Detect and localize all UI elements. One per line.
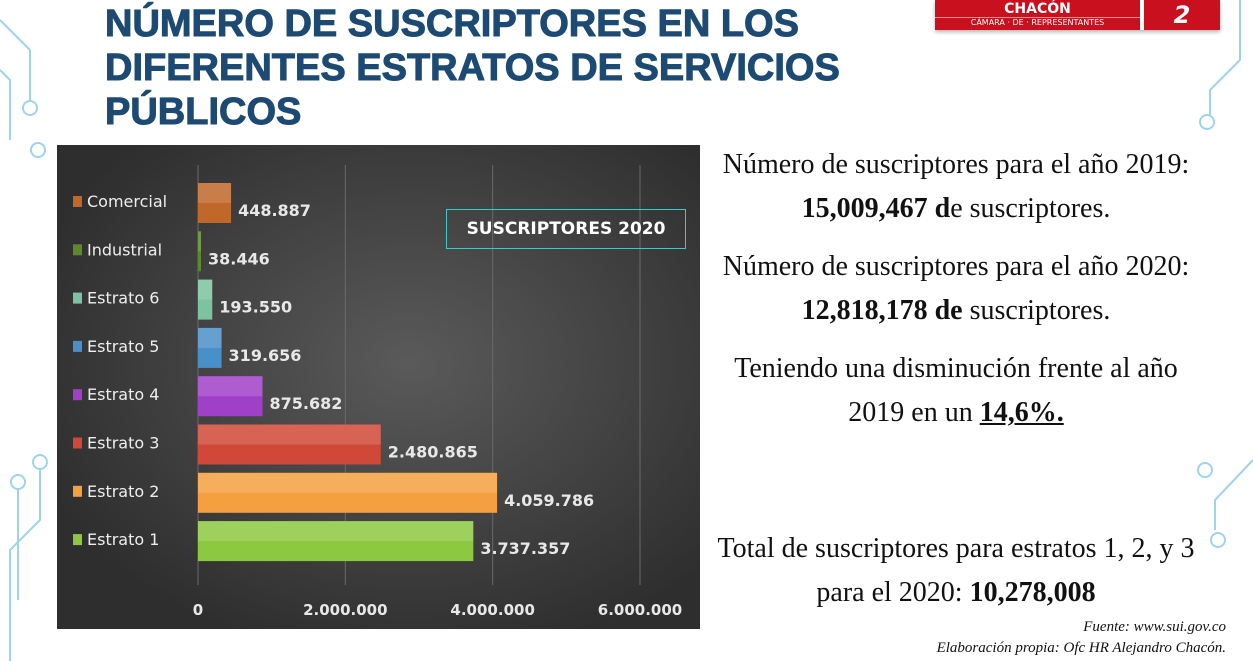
bar-highlight [198, 521, 474, 542]
category-label: Estrato 3 [87, 434, 159, 453]
category-label: Estrato 5 [87, 337, 159, 356]
legend-swatch [73, 244, 82, 256]
bar-highlight [198, 327, 222, 348]
x-tick-label: 0 [193, 601, 203, 619]
category-label: Estrato 6 [87, 289, 159, 308]
source-text: Fuente: www.sui.gov.co [1083, 619, 1226, 635]
x-tick-label: 2.000.000 [303, 601, 387, 619]
data-label: 4.059.786 [504, 491, 594, 510]
text-2020: Número de suscriptores para el año 2020:… [722, 251, 1190, 326]
legend-swatch [73, 292, 82, 304]
bar [198, 424, 381, 465]
logo-subtitle: CÁMARA · DE · REPRESENTANTES [935, 17, 1140, 28]
category-label: Industrial [87, 240, 162, 259]
logo-number: 2 [1144, 0, 1220, 30]
bar-highlight [198, 472, 498, 493]
data-label: 193.550 [219, 298, 292, 317]
data-label: 448.887 [238, 201, 311, 220]
bar [198, 376, 263, 417]
text-decrease: Teniendo una disminución frente al año 2… [734, 353, 1178, 428]
category-label: Estrato 4 [87, 385, 159, 404]
data-label: 38.446 [208, 249, 270, 268]
data-label: 3.737.357 [480, 539, 570, 558]
legend-swatch [73, 534, 82, 546]
data-label: 319.656 [229, 346, 302, 365]
bar-highlight [198, 376, 263, 397]
legend-swatch [73, 389, 82, 401]
logo-name: CHACÓN [1004, 1, 1071, 17]
bar [198, 231, 201, 272]
bar-highlight [198, 183, 232, 203]
bar [198, 183, 232, 223]
bar [198, 279, 213, 320]
chart-title: SUSCRIPTORES 2020 [446, 209, 686, 249]
bar-chart: 0 2.000.000 4.000.000 6.000.000 Comercial 448… [57, 145, 700, 629]
bar [198, 472, 498, 513]
data-label: 2.480.865 [388, 443, 478, 462]
bar [198, 327, 222, 368]
legend-swatch [73, 485, 82, 497]
logo: CHACÓN CÁMARA · DE · REPRESENTANTES 2 [935, 0, 1220, 30]
text-total: Total de suscriptores para estratos 1, 2… [717, 533, 1195, 608]
text-2019: Número de suscriptores para el año 2019:… [722, 149, 1190, 224]
bar-highlight [198, 231, 201, 252]
data-label: 875.682 [270, 394, 343, 413]
credit-text: Elaboración propia: Ofc HR Alejandro Cha… [936, 640, 1226, 656]
legend-swatch [73, 196, 82, 207]
x-tick-label: 6.000.000 [598, 601, 682, 619]
bar-highlight [198, 279, 213, 300]
x-tick-label: 4.000.000 [450, 601, 534, 619]
page-title: NÚMERO DE SUSCRIPTORES EN LOS DIFERENTES… [105, 3, 841, 134]
summary-column: Número de suscriptores para el año 2019:… [706, 143, 1226, 659]
legend-swatch [73, 340, 82, 352]
category-label: Estrato 2 [87, 482, 159, 501]
legend-swatch [73, 437, 82, 449]
category-label: Estrato 1 [87, 530, 159, 549]
bar [198, 521, 474, 562]
category-label: Comercial [87, 192, 167, 211]
bar-highlight [198, 424, 381, 445]
